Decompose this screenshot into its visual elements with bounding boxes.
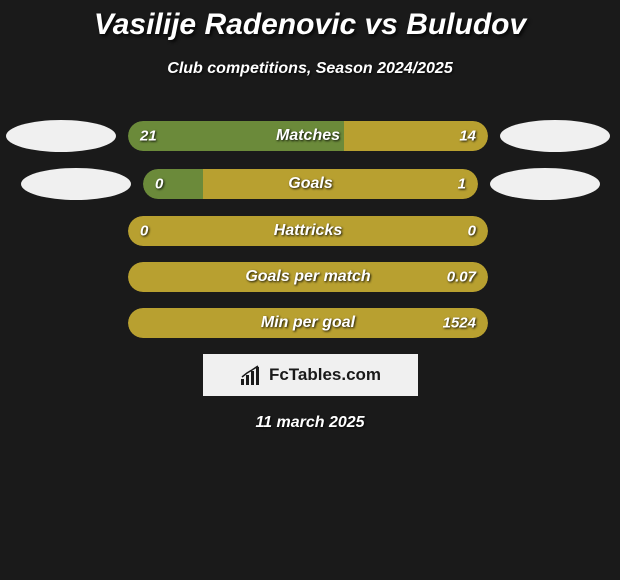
logo-box: FcTables.com [203, 354, 418, 396]
player-right-ellipse [500, 120, 610, 152]
stat-right-value: 0.07 [447, 269, 476, 286]
date-text: 11 march 2025 [0, 414, 620, 432]
stat-label: Hattricks [274, 222, 342, 240]
stat-label: Min per goal [261, 314, 355, 332]
stat-bar: 0 Hattricks 0 [128, 216, 488, 246]
stat-label: Matches [276, 127, 340, 145]
player-left-ellipse [6, 120, 116, 152]
comparison-row: 21 Matches 14 [0, 120, 620, 152]
stat-bar: 0 Goals 1 [143, 169, 478, 199]
stat-right-value: 1524 [443, 315, 476, 332]
comparison-title: Vasilije Radenovic vs Buludov [0, 0, 620, 42]
player-right-ellipse [490, 168, 600, 200]
stat-bar: Goals per match 0.07 [128, 262, 488, 292]
comparison-row: 0 Hattricks 0 [0, 216, 620, 246]
stat-bar: Min per goal 1524 [128, 308, 488, 338]
bar-left-segment [143, 169, 203, 199]
comparison-subtitle: Club competitions, Season 2024/2025 [0, 60, 620, 78]
stat-right-value: 1 [458, 176, 466, 193]
stat-bar: 21 Matches 14 [128, 121, 488, 151]
stat-label: Goals per match [245, 268, 370, 286]
player-left-ellipse [21, 168, 131, 200]
bar-right-segment [203, 169, 478, 199]
comparison-row: Goals per match 0.07 [0, 262, 620, 292]
comparison-row: Min per goal 1524 [0, 308, 620, 338]
comparison-row: 0 Goals 1 [0, 168, 620, 200]
stat-right-value: 14 [459, 128, 476, 145]
stat-label: Goals [288, 175, 332, 193]
chart-icon [239, 365, 263, 385]
stat-right-value: 0 [468, 223, 476, 240]
logo-text: FcTables.com [269, 365, 381, 385]
comparison-chart: 21 Matches 14 0 Goals 1 0 Hattricks 0 Goals per m… [0, 120, 620, 338]
stat-left-value: 21 [140, 128, 157, 145]
stat-left-value: 0 [140, 223, 148, 240]
stat-left-value: 0 [155, 176, 163, 193]
